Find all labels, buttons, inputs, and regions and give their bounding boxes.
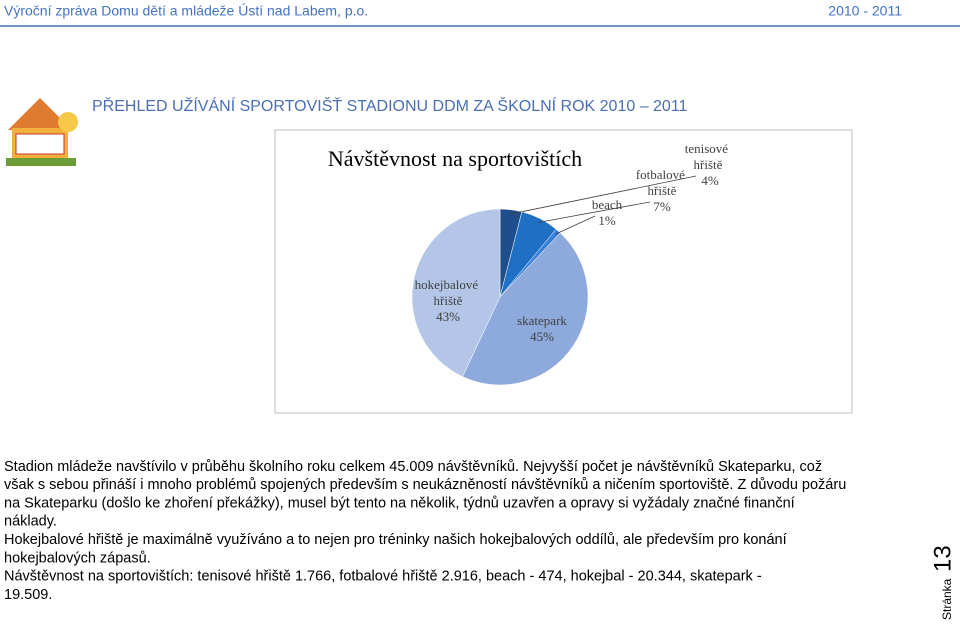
leader-line (537, 201, 651, 223)
body-line: Stadion mládeže navštívilo v průběhu ško… (4, 459, 822, 475)
leader-line (510, 175, 697, 215)
pie-slice (411, 208, 501, 377)
slice-value-label: 43% (436, 309, 460, 324)
body-line: Hokejbalové hřiště je maximálně využíván… (4, 532, 787, 548)
slice-label: skatepark (517, 313, 567, 328)
slice-value-label: 45% (530, 329, 554, 344)
slice-label: beach (592, 197, 623, 212)
slice-label: hokejbalové hřiště (415, 277, 482, 308)
page-number: 13 (929, 545, 956, 572)
body-line: na Skateparku (došlo ke zhoření překážky… (4, 495, 795, 511)
body-text: Stadion mládeže navštívilo v průběhu ško… (4, 459, 846, 603)
pie-slice (462, 232, 589, 386)
header-period: 2010 - 2011 (828, 3, 902, 19)
slice-label: tenisové hřiště (685, 141, 732, 172)
header-title: Výroční zpráva Domu dětí a mládeže Ústí … (4, 3, 368, 19)
body-line: náklady. (4, 514, 57, 530)
section-heading: PŘEHLED UŽÍVÁNÍ SPORTOVIŠŤ STADIONU DDM … (92, 96, 688, 115)
page-word: Stránka (940, 578, 954, 620)
logo (6, 98, 78, 166)
slice-value-label: 7% (653, 199, 671, 214)
page-footer: Stránka 13 (929, 545, 956, 620)
body-line: 19.509. (4, 587, 52, 603)
body-line: hokejbalových zápasů. (4, 550, 151, 566)
chart-title: Návštěvnost na sportovištích (328, 146, 582, 171)
body-line: však s sebou přináší i mnoho problémů sp… (4, 477, 846, 493)
slice-label: fotbalové hřiště (636, 167, 688, 198)
slice-value-label: 4% (701, 173, 719, 188)
body-line: Návštěvnost na sportovištích: tenisové h… (4, 569, 762, 585)
slice-value-label: 1% (598, 213, 616, 228)
leader-line (555, 215, 596, 235)
